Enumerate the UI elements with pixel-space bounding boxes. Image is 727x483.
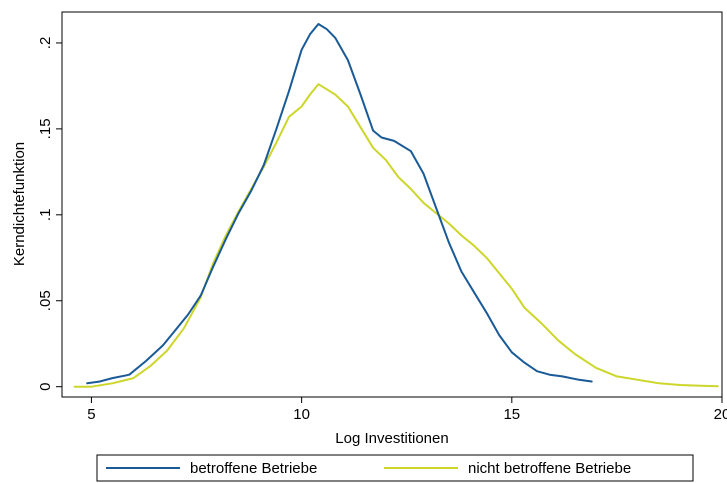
- x-axis-title: Log Investitionen: [335, 430, 448, 447]
- x-tick-label: 20: [714, 406, 727, 423]
- plot-area: [61, 11, 723, 398]
- x-axis: 5 10 15 20: [87, 397, 727, 423]
- x-tick-label: 10: [293, 406, 310, 423]
- y-tick-label: .2: [37, 37, 54, 50]
- x-tick-label: 15: [503, 406, 520, 423]
- legend: betroffene Betriebe nicht betroffene Bet…: [96, 454, 694, 482]
- y-tick-label: .15: [37, 118, 54, 139]
- series-layer: [73, 23, 719, 388]
- legend-label-betroffene: betroffene Betriebe: [190, 460, 317, 477]
- legend-label-nicht-betroffene: nicht betroffene Betriebe: [468, 460, 631, 477]
- series-line-0: [86, 23, 593, 385]
- y-axis: 0 .05 .1 .15 .2: [37, 37, 62, 391]
- y-tick-label: 0: [37, 383, 54, 391]
- y-tick-label: .1: [37, 209, 54, 222]
- y-axis-title: Kerndichtefunktion: [11, 142, 28, 266]
- y-tick-label: .05: [37, 290, 54, 311]
- x-tick-label: 5: [87, 406, 95, 423]
